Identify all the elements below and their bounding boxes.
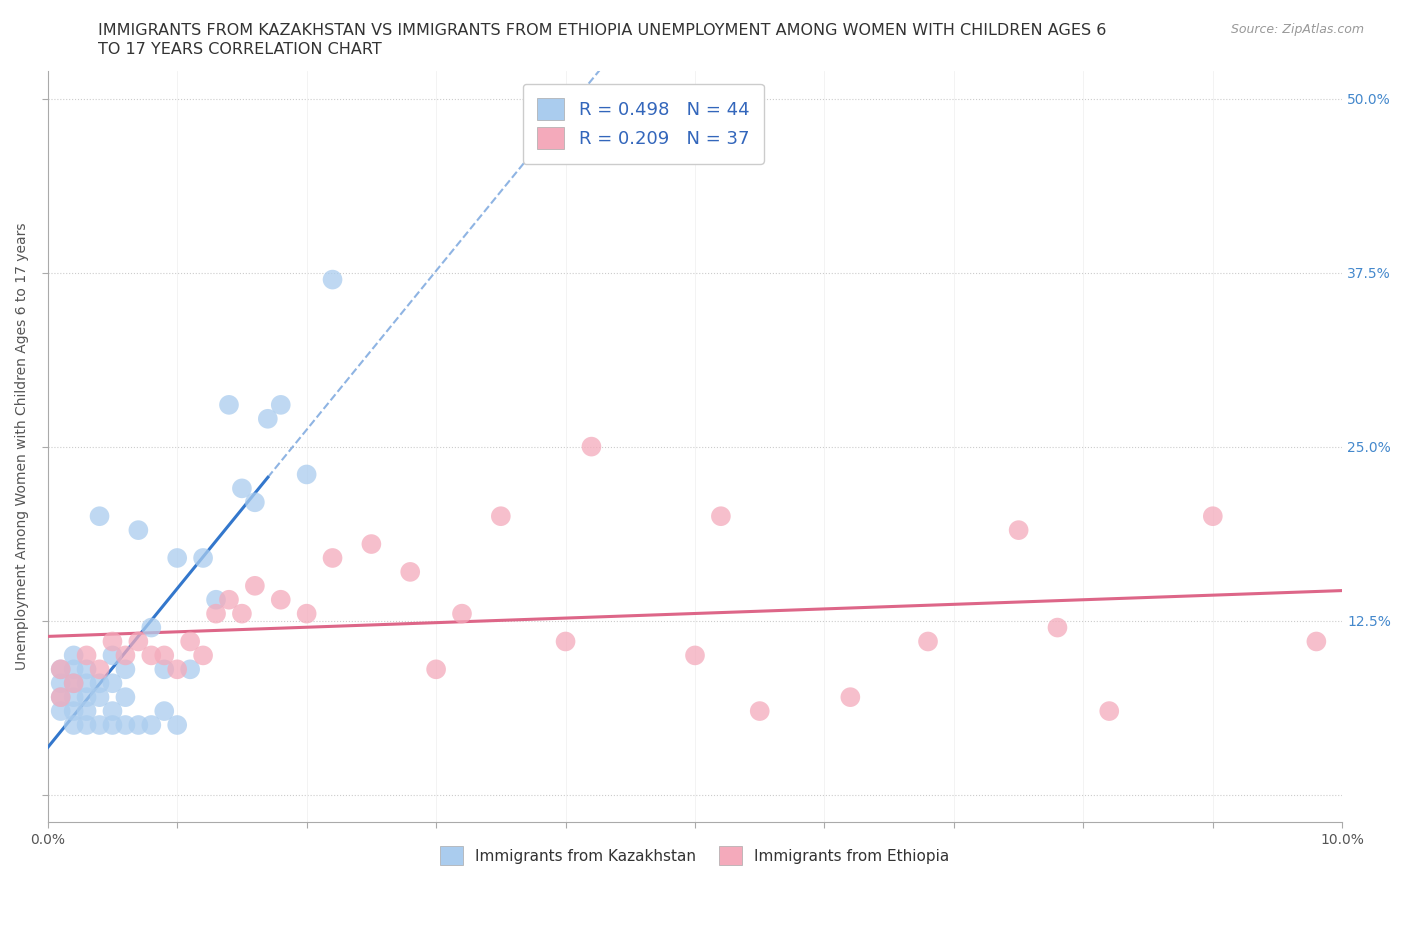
Point — [270, 397, 292, 412]
Point — [581, 439, 603, 454]
Point — [114, 662, 136, 677]
Point — [153, 704, 176, 719]
Point — [451, 606, 474, 621]
Point — [917, 634, 939, 649]
Point — [489, 509, 512, 524]
Point — [748, 704, 770, 719]
Point — [218, 397, 240, 412]
Point — [839, 690, 862, 705]
Point — [270, 592, 292, 607]
Point — [205, 606, 228, 621]
Point — [89, 662, 111, 677]
Point — [49, 662, 72, 677]
Point — [1007, 523, 1029, 538]
Point — [101, 704, 124, 719]
Point — [62, 690, 84, 705]
Point — [205, 592, 228, 607]
Point — [554, 634, 576, 649]
Point — [76, 676, 98, 691]
Point — [322, 272, 344, 287]
Point — [62, 704, 84, 719]
Point — [231, 606, 253, 621]
Point — [62, 718, 84, 733]
Point — [179, 662, 201, 677]
Point — [49, 690, 72, 705]
Point — [76, 648, 98, 663]
Point — [101, 634, 124, 649]
Point — [1046, 620, 1069, 635]
Point — [114, 718, 136, 733]
Point — [243, 495, 266, 510]
Point — [153, 648, 176, 663]
Point — [76, 690, 98, 705]
Point — [1098, 704, 1121, 719]
Point — [218, 592, 240, 607]
Point — [141, 718, 163, 733]
Point — [360, 537, 382, 551]
Point — [62, 648, 84, 663]
Point — [101, 676, 124, 691]
Point — [76, 704, 98, 719]
Point — [76, 718, 98, 733]
Text: Source: ZipAtlas.com: Source: ZipAtlas.com — [1230, 23, 1364, 36]
Point — [153, 662, 176, 677]
Point — [141, 648, 163, 663]
Point — [62, 662, 84, 677]
Point — [179, 634, 201, 649]
Point — [191, 551, 214, 565]
Point — [114, 648, 136, 663]
Point — [231, 481, 253, 496]
Point — [1305, 634, 1327, 649]
Point — [710, 509, 733, 524]
Point — [1202, 509, 1225, 524]
Point — [127, 634, 149, 649]
Point — [683, 648, 706, 663]
Legend: Immigrants from Kazakhstan, Immigrants from Ethiopia: Immigrants from Kazakhstan, Immigrants f… — [434, 841, 956, 871]
Text: TO 17 YEARS CORRELATION CHART: TO 17 YEARS CORRELATION CHART — [98, 42, 382, 57]
Point — [62, 676, 84, 691]
Text: IMMIGRANTS FROM KAZAKHSTAN VS IMMIGRANTS FROM ETHIOPIA UNEMPLOYMENT AMONG WOMEN : IMMIGRANTS FROM KAZAKHSTAN VS IMMIGRANTS… — [98, 23, 1107, 38]
Point — [127, 718, 149, 733]
Point — [49, 662, 72, 677]
Point — [89, 509, 111, 524]
Point — [243, 578, 266, 593]
Point — [295, 606, 318, 621]
Point — [49, 676, 72, 691]
Point — [76, 662, 98, 677]
Point — [399, 565, 422, 579]
Point — [127, 523, 149, 538]
Point — [322, 551, 344, 565]
Point — [166, 551, 188, 565]
Point — [191, 648, 214, 663]
Point — [141, 620, 163, 635]
Point — [295, 467, 318, 482]
Point — [256, 411, 278, 426]
Point — [62, 676, 84, 691]
Point — [425, 662, 447, 677]
Point — [101, 718, 124, 733]
Point — [101, 648, 124, 663]
Point — [49, 704, 72, 719]
Point — [89, 718, 111, 733]
Y-axis label: Unemployment Among Women with Children Ages 6 to 17 years: Unemployment Among Women with Children A… — [15, 223, 30, 671]
Point — [114, 690, 136, 705]
Point — [49, 690, 72, 705]
Point — [166, 662, 188, 677]
Point — [166, 718, 188, 733]
Point — [89, 690, 111, 705]
Point — [89, 676, 111, 691]
